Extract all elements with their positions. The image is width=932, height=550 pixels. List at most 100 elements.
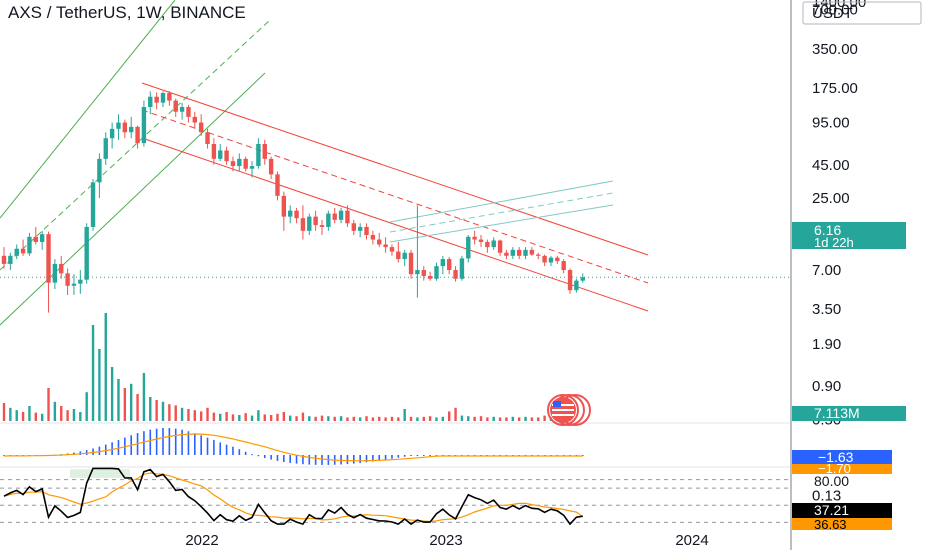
- candle-body: [427, 275, 433, 279]
- candle-body: [319, 225, 325, 227]
- candle-body: [402, 252, 407, 260]
- volume-bar: [149, 397, 152, 421]
- macd-histogram-bar: [225, 444, 228, 455]
- macd-histogram-bar: [263, 455, 266, 459]
- candle-body: [408, 252, 414, 275]
- candle-body: [377, 239, 382, 245]
- volume-bar: [85, 392, 88, 421]
- macd-histogram-bar: [283, 455, 285, 462]
- time-axis[interactable]: 2022 2023 2024: [185, 532, 708, 549]
- volume-bar: [269, 415, 273, 421]
- macd-badge: [792, 450, 892, 464]
- volume-bar: [435, 417, 438, 421]
- flag-channel-bottom: [389, 204, 614, 243]
- macd-histogram-bar: [213, 440, 215, 455]
- candle-body: [39, 234, 45, 242]
- candle-body: [103, 138, 108, 159]
- rsi-badge: [792, 503, 892, 518]
- volume-bar: [53, 401, 57, 421]
- volume-bar: [28, 406, 31, 421]
- macd-histogram-bar: [168, 428, 171, 455]
- macd-histogram-bar: [321, 455, 323, 465]
- volume-bar: [130, 383, 133, 421]
- candle-body: [262, 144, 267, 159]
- candle-body: [33, 236, 38, 242]
- volume-bar: [91, 325, 95, 421]
- currency-box[interactable]: [802, 1, 922, 25]
- candles: [1, 90, 585, 313]
- volume-bar: [34, 412, 37, 421]
- candle-body: [345, 210, 350, 224]
- price-tick-label: 0.13: [812, 487, 841, 504]
- flag-icon[interactable]: [547, 394, 591, 426]
- volume-bar: [79, 412, 82, 421]
- candle-body: [256, 144, 261, 167]
- candle-body: [1, 255, 7, 264]
- volume-bar: [225, 412, 228, 421]
- price-tick-label: 45.00: [812, 157, 850, 174]
- volume-bar: [142, 373, 146, 421]
- price-axis-currency: USDT: [812, 5, 853, 22]
- volume-bar: [530, 417, 534, 421]
- macd-histogram-bar: [85, 450, 88, 455]
- macd-histogram-bar: [422, 455, 425, 456]
- volume-bar: [21, 412, 25, 421]
- macd-histogram-bar: [340, 455, 342, 465]
- candle-body: [478, 239, 484, 242]
- macd-histogram-bar: [117, 439, 120, 455]
- macd-histogram-bar: [187, 431, 190, 455]
- candle-body: [192, 116, 197, 123]
- volume-bar: [117, 379, 120, 421]
- candle-body: [46, 234, 51, 283]
- volume-bar: [352, 416, 355, 421]
- candle-body: [332, 213, 337, 220]
- candle-body: [440, 259, 446, 267]
- volume-bar: [187, 409, 190, 421]
- flag-channel-top: [389, 180, 614, 223]
- candle-body: [218, 150, 223, 159]
- candle-body: [459, 258, 465, 279]
- price-tick-label: 0.90: [812, 378, 841, 395]
- volume-bar: [537, 417, 540, 421]
- volume-bar: [199, 411, 203, 421]
- candle-body: [65, 273, 70, 286]
- volume-bar: [60, 406, 63, 421]
- candle-body: [415, 270, 420, 275]
- volume-bar: [155, 400, 158, 421]
- volume-bar: [378, 416, 381, 421]
- volume-bar: [543, 415, 546, 421]
- volume-bar: [66, 410, 69, 421]
- candle-body: [523, 249, 528, 256]
- macd-histogram-bar: [200, 435, 202, 455]
- macd-histogram-bar: [397, 455, 400, 458]
- candle-body: [148, 96, 153, 108]
- candle-body: [59, 263, 64, 274]
- volume-bar: [428, 416, 432, 421]
- volume-bar: [289, 415, 292, 421]
- macd-histogram-bar: [104, 444, 107, 455]
- volume-bar: [365, 416, 368, 421]
- candle-body: [383, 244, 388, 248]
- price-axis-ticks[interactable]: 700.00350.00175.0095.0045.0025.0013.007.…: [812, 2, 858, 505]
- price-tick-label: 350.00: [812, 41, 858, 58]
- volume-bar: [314, 416, 317, 421]
- candle-body: [84, 226, 89, 280]
- candle-body: [447, 259, 452, 271]
- candle-body: [497, 240, 503, 253]
- volume-bar: [174, 405, 177, 421]
- candle-body: [510, 249, 515, 256]
- rsi-level-label: 80.00: [814, 473, 849, 489]
- volume-bar: [448, 411, 451, 421]
- volume-bar: [454, 407, 457, 421]
- macd-histogram-bar: [429, 455, 431, 456]
- volume-bar: [308, 416, 311, 421]
- volume-bar: [371, 417, 375, 421]
- candle-body: [116, 122, 121, 129]
- candle-body: [370, 235, 376, 240]
- macd-histogram-bar: [143, 431, 145, 455]
- volume-bar: [98, 349, 101, 421]
- candle-body: [307, 216, 312, 231]
- candle-body: [548, 257, 554, 263]
- macd-histogram-bar: [372, 455, 374, 462]
